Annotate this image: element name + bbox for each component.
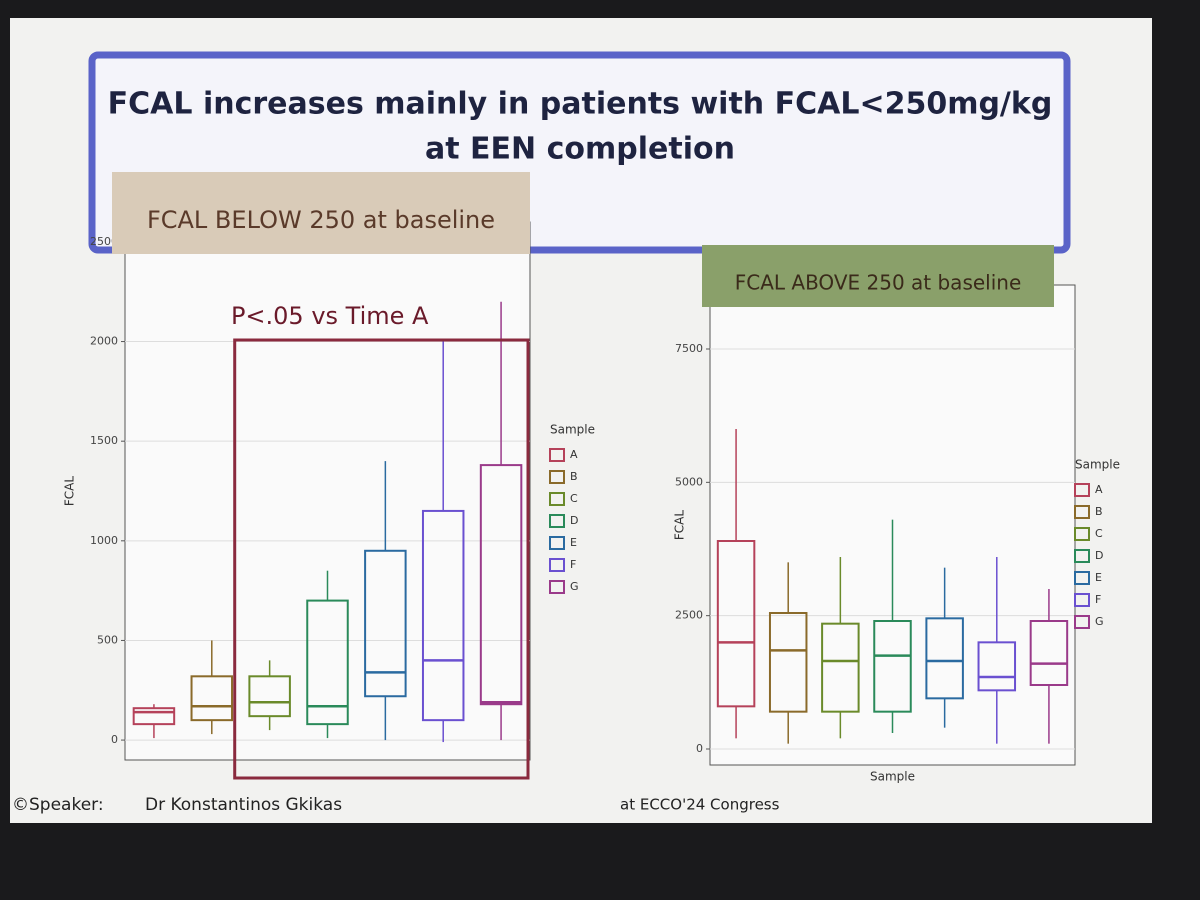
box bbox=[821, 622, 860, 713]
legend-label: C bbox=[570, 492, 578, 505]
x-axis-label: Sample bbox=[870, 770, 915, 784]
legend-label: D bbox=[570, 514, 578, 527]
legend-key bbox=[549, 536, 565, 550]
title-line: at EEN completion bbox=[425, 132, 735, 167]
y-tick-label: 1000 bbox=[90, 534, 118, 547]
legend-title: Sample bbox=[550, 423, 595, 437]
legend-label: B bbox=[570, 470, 578, 483]
legend-label: B bbox=[1095, 505, 1103, 518]
footer-speaker: Dr Konstantinos Gkikas bbox=[145, 795, 342, 815]
legend-key bbox=[549, 470, 565, 484]
legend-key bbox=[549, 558, 565, 572]
box bbox=[977, 641, 1017, 692]
legend-key bbox=[549, 514, 565, 528]
y-tick-label: 500 bbox=[97, 633, 118, 646]
box bbox=[1029, 620, 1069, 686]
y-tick-label: 0 bbox=[111, 733, 118, 746]
box bbox=[873, 620, 912, 713]
box bbox=[306, 599, 349, 726]
legend-key bbox=[549, 448, 565, 462]
legend-key bbox=[1074, 505, 1090, 519]
box bbox=[716, 540, 756, 708]
box bbox=[421, 509, 465, 722]
legend-key bbox=[549, 492, 565, 506]
legend-label: G bbox=[570, 580, 579, 593]
subtitle: FCAL BELOW 250 at baseline bbox=[147, 206, 495, 234]
box bbox=[364, 549, 407, 698]
legend-title: Sample bbox=[1075, 458, 1120, 472]
title-line: FCAL increases mainly in patients with F… bbox=[108, 87, 1053, 122]
legend-key bbox=[549, 580, 565, 594]
legend-label: D bbox=[1095, 549, 1103, 562]
legend-label: F bbox=[570, 558, 576, 571]
annotation: P<.05 vs Time A bbox=[231, 302, 429, 330]
annotation-box bbox=[233, 338, 530, 780]
y-axis-label: FCAL bbox=[63, 476, 77, 506]
legend-label: E bbox=[1095, 571, 1102, 584]
box bbox=[479, 464, 523, 706]
y-tick-label: 2000 bbox=[90, 335, 118, 348]
subtitle-box bbox=[702, 245, 1054, 307]
legend-label: A bbox=[570, 448, 578, 461]
legend-label: C bbox=[1095, 527, 1103, 540]
box bbox=[768, 612, 808, 713]
subtitle-box bbox=[112, 172, 530, 254]
legend-key bbox=[1074, 615, 1090, 629]
legend-key bbox=[1074, 593, 1090, 607]
box bbox=[132, 707, 176, 726]
y-tick-label: 0 bbox=[696, 742, 703, 755]
legend-key bbox=[1074, 549, 1090, 563]
y-tick-label: 5000 bbox=[675, 475, 703, 488]
legend-label: G bbox=[1095, 615, 1104, 628]
y-tick-label: 1500 bbox=[90, 434, 118, 447]
legend-label: F bbox=[1095, 593, 1101, 606]
box bbox=[248, 675, 291, 718]
subtitle: FCAL ABOVE 250 at baseline bbox=[735, 271, 1022, 295]
legend-label: E bbox=[570, 536, 577, 549]
y-tick-label: 2500 bbox=[90, 235, 118, 248]
y-tick-label: 2500 bbox=[675, 609, 703, 622]
box bbox=[190, 675, 234, 722]
legend-label: A bbox=[1095, 483, 1103, 496]
box bbox=[925, 617, 964, 700]
legend-key bbox=[1074, 527, 1090, 541]
y-tick-label: 7500 bbox=[675, 342, 703, 355]
y-axis-label: FCAL bbox=[673, 510, 687, 540]
legend-key bbox=[1074, 483, 1090, 497]
footer-label: ©Speaker: bbox=[12, 795, 104, 815]
legend-key bbox=[1074, 571, 1090, 585]
footer-event: at ECCO'24 Congress bbox=[620, 796, 780, 814]
